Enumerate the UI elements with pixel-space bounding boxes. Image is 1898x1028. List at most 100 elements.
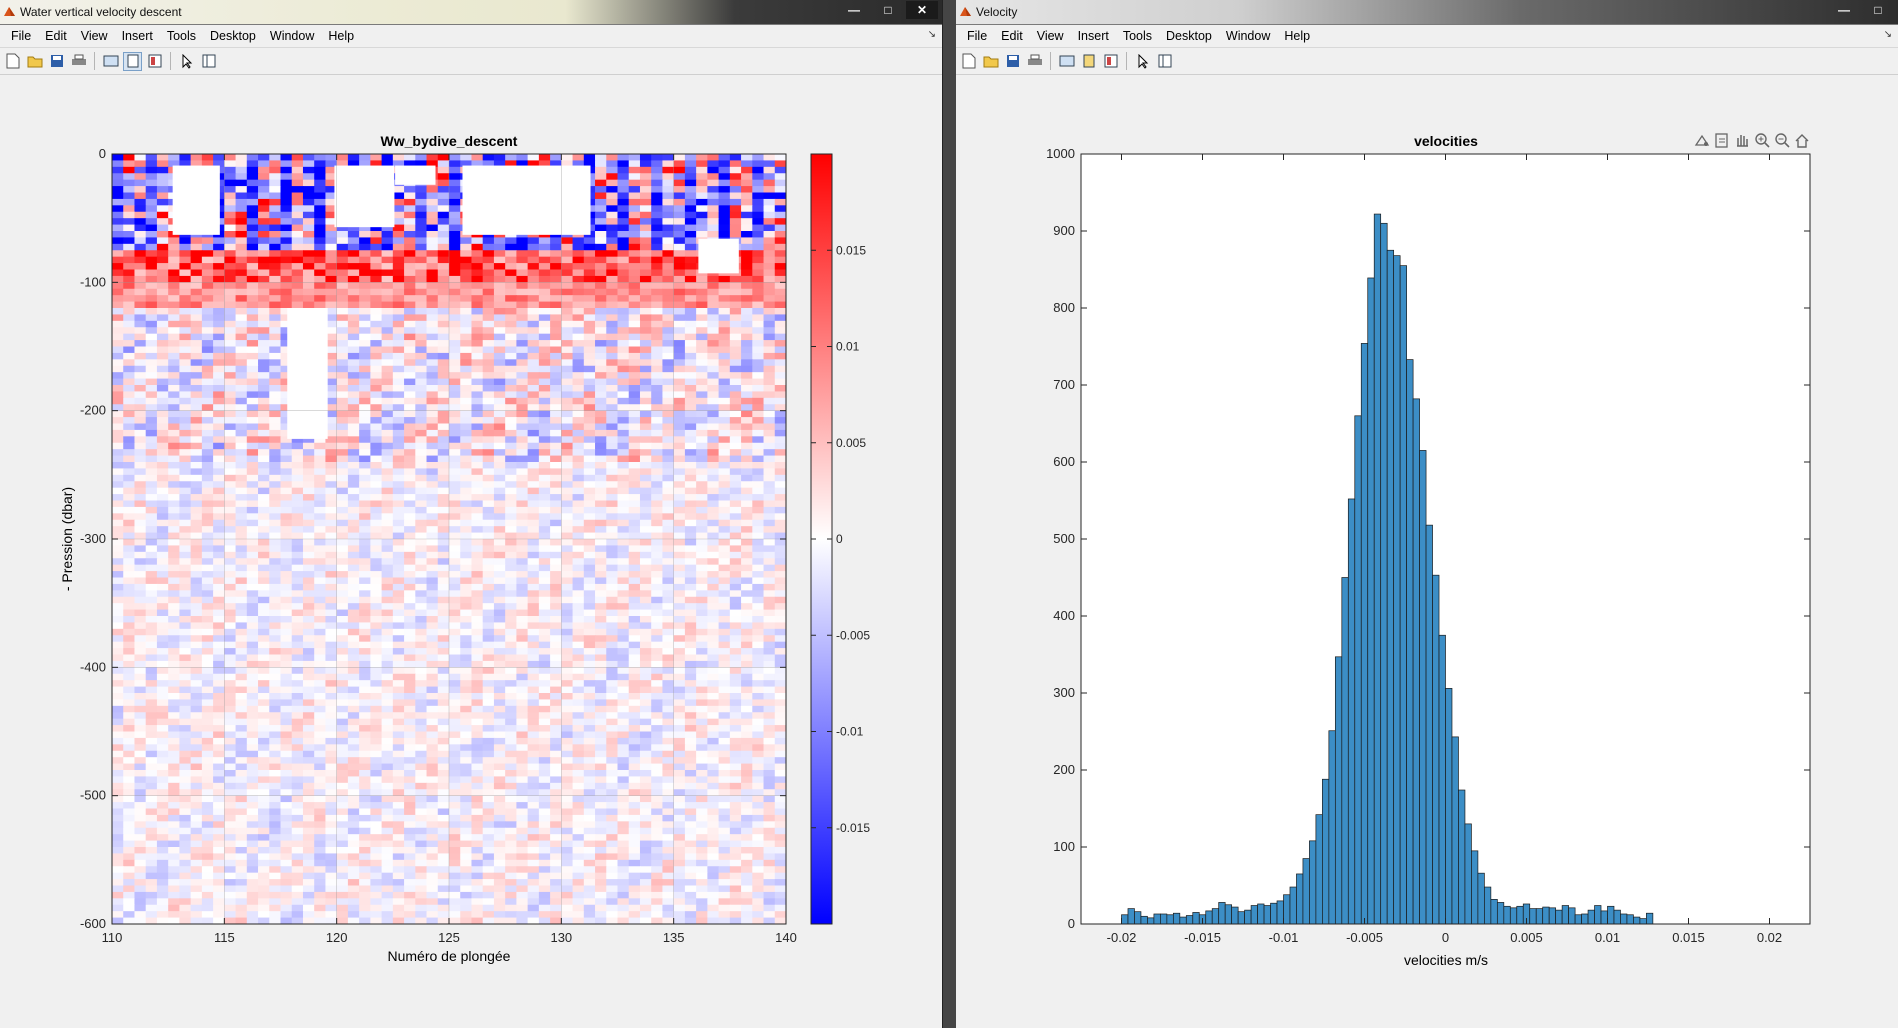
heatmap-cell — [550, 429, 562, 437]
heatmap-cell — [482, 397, 495, 405]
heatmap-cell — [729, 295, 742, 303]
heatmap-cell — [280, 359, 293, 367]
heatmap-cell — [269, 397, 282, 405]
menu-insert[interactable]: Insert — [121, 29, 153, 43]
heatmap-cell — [718, 442, 731, 450]
close-button[interactable]: ✕ — [906, 1, 938, 19]
heatmap-cell — [314, 673, 327, 681]
heatmap-cell — [696, 295, 708, 303]
menu-help[interactable]: Help — [328, 29, 355, 43]
heatmap-cell — [302, 250, 315, 258]
heatmap-cell — [471, 269, 484, 277]
heatmap-cell — [179, 256, 192, 264]
heatmap-cell — [168, 308, 180, 316]
heatmap-cell — [246, 609, 259, 617]
heatmap-cell — [741, 352, 753, 360]
heatmap-cell — [370, 622, 383, 630]
link-plot-button[interactable] — [101, 52, 120, 71]
heatmap-cell — [246, 596, 259, 604]
heatmap-cell — [291, 680, 304, 688]
heatmap-cell — [213, 622, 225, 630]
heatmap-cell — [617, 327, 630, 335]
minimize-button[interactable]: — — [848, 3, 860, 17]
heatmap-cell — [538, 320, 551, 328]
heatmap-cell — [179, 327, 192, 335]
heatmap-cell — [325, 346, 338, 354]
heatmap-cell — [741, 404, 753, 412]
heatmap-cell — [190, 680, 203, 688]
heatmap-cell — [168, 250, 180, 258]
heatmap-cell — [156, 616, 169, 624]
heatmap-cell — [493, 616, 506, 624]
heatmap-cell — [763, 231, 776, 239]
heatmap-cell — [628, 622, 641, 630]
menu-view[interactable]: View — [80, 29, 108, 43]
heatmap-cell — [325, 359, 338, 367]
heatmap-cell — [662, 551, 675, 559]
heatmap-cell — [662, 192, 675, 200]
open-file-button[interactable] — [25, 52, 44, 71]
heatmap-cell — [246, 359, 259, 367]
heatmap-cell — [291, 519, 304, 527]
menu-tools[interactable]: Tools — [166, 29, 197, 43]
heatmap-cell — [145, 506, 158, 514]
heatmap-cell — [168, 154, 180, 162]
heatmap-cell — [190, 564, 203, 572]
heatmap-cell — [617, 308, 630, 316]
heatmap-cell — [482, 391, 495, 399]
heatmap-cell — [662, 346, 675, 354]
dock-arrow-icon[interactable]: ↘ — [927, 29, 936, 40]
heatmap-cell — [145, 211, 158, 219]
heatmap-cell — [752, 423, 765, 431]
heatmap-cell — [280, 635, 293, 643]
title-bar[interactable]: Water vertical velocity descent — □ ✕ — [0, 0, 942, 25]
heatmap-cell — [370, 378, 383, 386]
heatmap-cell — [651, 198, 664, 206]
heatmap-cell — [482, 346, 495, 354]
heatmap-cell — [291, 487, 304, 495]
heatmap-cell — [774, 468, 786, 476]
heatmap-cell — [696, 301, 708, 309]
heatmap-cell — [179, 417, 192, 425]
heatmap-cell — [269, 609, 282, 617]
heatmap-cell — [123, 308, 136, 316]
window-title: Water vertical velocity descent — [20, 5, 182, 19]
save-button[interactable] — [47, 52, 66, 71]
heatmap-cell — [527, 583, 540, 591]
maximize-button[interactable]: □ — [884, 3, 892, 17]
heatmap-cell — [112, 622, 124, 630]
heatmap-cell — [752, 237, 765, 245]
heatmap-cell — [314, 539, 327, 547]
heatmap-cell — [235, 173, 248, 181]
heatmap-cell — [325, 532, 338, 540]
heatmap-cell — [291, 243, 304, 251]
heatmap-cell — [538, 308, 551, 316]
heatmap-cell — [302, 564, 315, 572]
heatmap-cell — [235, 282, 248, 290]
show-plot-tools-button[interactable] — [145, 52, 164, 71]
heatmap-cell — [201, 385, 214, 393]
menu-edit[interactable]: Edit — [45, 29, 67, 43]
heatmap-cell — [392, 564, 405, 572]
property-editor-button[interactable] — [199, 52, 218, 71]
heatmap-cell — [325, 154, 338, 162]
hide-plot-tools-button[interactable] — [123, 51, 142, 71]
new-figure-button[interactable] — [3, 52, 22, 71]
heatmap-cell — [752, 583, 765, 591]
heatmap-cell — [235, 506, 248, 514]
heatmap-cell — [359, 468, 371, 476]
menu-window[interactable]: Window — [269, 29, 315, 43]
heatmap-cell — [426, 539, 439, 547]
heatmap-cell — [752, 506, 765, 514]
heatmap-cell — [662, 256, 675, 264]
heatmap-cell — [134, 256, 147, 264]
edit-plot-button[interactable] — [177, 52, 196, 71]
heatmap-cell — [639, 275, 652, 283]
heatmap-cell — [493, 327, 506, 335]
menu-desktop[interactable]: Desktop — [210, 29, 256, 43]
print-button[interactable] — [69, 52, 88, 71]
heatmap-cell — [269, 513, 282, 521]
heatmap-cell — [404, 487, 416, 495]
menu-file[interactable]: File — [11, 29, 32, 43]
heatmap-cell — [156, 237, 169, 245]
